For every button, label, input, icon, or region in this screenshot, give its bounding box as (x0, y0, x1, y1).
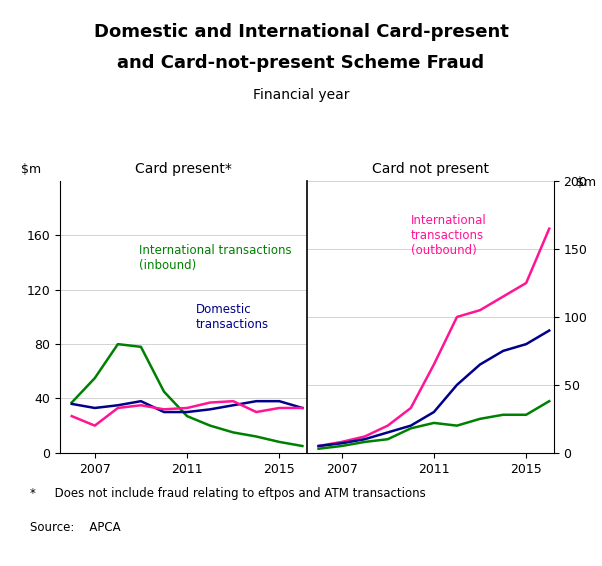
Text: Domestic
transactions: Domestic transactions (196, 303, 269, 331)
Y-axis label: $m: $m (20, 162, 41, 175)
Text: *     Does not include fraud relating to eftpos and ATM transactions: * Does not include fraud relating to eft… (30, 487, 426, 500)
Text: International
transactions
(outbound): International transactions (outbound) (411, 214, 486, 257)
Text: Card not present: Card not present (372, 162, 489, 175)
Text: Source:    APCA: Source: APCA (30, 521, 121, 534)
Text: Card present*: Card present* (135, 162, 232, 175)
Text: International transactions
(inbound): International transactions (inbound) (139, 243, 292, 272)
Text: Domestic and International Card-present: Domestic and International Card-present (93, 23, 509, 41)
Text: Financial year: Financial year (253, 88, 349, 102)
Text: and Card-not-present Scheme Fraud: and Card-not-present Scheme Fraud (117, 54, 485, 72)
Y-axis label: $m: $m (576, 175, 596, 188)
